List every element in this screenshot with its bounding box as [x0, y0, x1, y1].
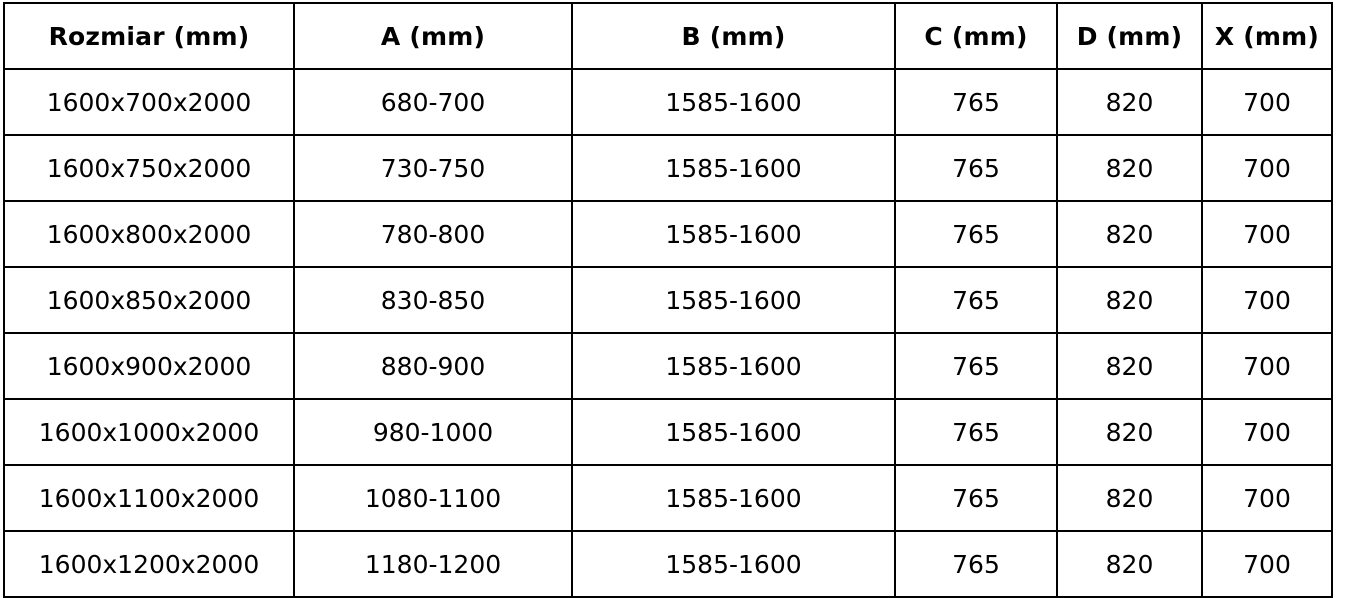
cell-c: 765	[894, 464, 1058, 532]
cell-d: 820	[1056, 332, 1203, 400]
cell-d: 820	[1056, 530, 1203, 598]
cell-x: 700	[1201, 332, 1333, 400]
cell-size: 1600x1000x2000	[3, 398, 295, 466]
cell-size: 1600x1100x2000	[3, 464, 295, 532]
cell-b: 1585-1600	[571, 68, 896, 136]
cell-size: 1600x750x2000	[3, 134, 295, 202]
column-header-a: A (mm)	[293, 2, 573, 70]
cell-a: 980-1000	[293, 398, 573, 466]
cell-c: 765	[894, 398, 1058, 466]
table-row: 1600x850x2000 830-850 1585-1600 765 820 …	[3, 266, 1333, 334]
cell-c: 765	[894, 200, 1058, 268]
cell-d: 820	[1056, 68, 1203, 136]
cell-a: 730-750	[293, 134, 573, 202]
cell-b: 1585-1600	[571, 134, 896, 202]
cell-b: 1585-1600	[571, 200, 896, 268]
table-row: 1600x1100x2000 1080-1100 1585-1600 765 8…	[3, 464, 1333, 532]
cell-size: 1600x700x2000	[3, 68, 295, 136]
table-row: 1600x750x2000 730-750 1585-1600 765 820 …	[3, 134, 1333, 202]
cell-b: 1585-1600	[571, 530, 896, 598]
cell-size: 1600x850x2000	[3, 266, 295, 334]
table-body: 1600x700x2000 680-700 1585-1600 765 820 …	[3, 68, 1333, 598]
cell-x: 700	[1201, 266, 1333, 334]
cell-x: 700	[1201, 200, 1333, 268]
cell-d: 820	[1056, 464, 1203, 532]
table-header-row: Rozmiar (mm) A (mm) B (mm) C (mm) D (mm)…	[3, 2, 1333, 70]
table-row: 1600x1200x2000 1180-1200 1585-1600 765 8…	[3, 530, 1333, 598]
cell-d: 820	[1056, 398, 1203, 466]
cell-b: 1585-1600	[571, 266, 896, 334]
column-header-size: Rozmiar (mm)	[3, 2, 295, 70]
cell-b: 1585-1600	[571, 332, 896, 400]
cell-x: 700	[1201, 398, 1333, 466]
cell-a: 1180-1200	[293, 530, 573, 598]
cell-a: 1080-1100	[293, 464, 573, 532]
column-header-d: D (mm)	[1056, 2, 1203, 70]
table-row: 1600x1000x2000 980-1000 1585-1600 765 82…	[3, 398, 1333, 466]
cell-c: 765	[894, 134, 1058, 202]
cell-d: 820	[1056, 134, 1203, 202]
cell-x: 700	[1201, 530, 1333, 598]
cell-size: 1600x800x2000	[3, 200, 295, 268]
cell-c: 765	[894, 68, 1058, 136]
cell-x: 700	[1201, 68, 1333, 136]
cell-c: 765	[894, 266, 1058, 334]
cell-x: 700	[1201, 464, 1333, 532]
cell-a: 680-700	[293, 68, 573, 136]
cell-a: 830-850	[293, 266, 573, 334]
cell-d: 820	[1056, 200, 1203, 268]
table-header: Rozmiar (mm) A (mm) B (mm) C (mm) D (mm)…	[3, 2, 1333, 70]
column-header-x: X (mm)	[1201, 2, 1333, 70]
cell-a: 880-900	[293, 332, 573, 400]
cell-x: 700	[1201, 134, 1333, 202]
table-row: 1600x800x2000 780-800 1585-1600 765 820 …	[3, 200, 1333, 268]
cell-b: 1585-1600	[571, 398, 896, 466]
column-header-c: C (mm)	[894, 2, 1058, 70]
cell-size: 1600x900x2000	[3, 332, 295, 400]
column-header-b: B (mm)	[571, 2, 896, 70]
cell-d: 820	[1056, 266, 1203, 334]
table-row: 1600x900x2000 880-900 1585-1600 765 820 …	[3, 332, 1333, 400]
specification-table: Rozmiar (mm) A (mm) B (mm) C (mm) D (mm)…	[3, 2, 1333, 598]
table-row: 1600x700x2000 680-700 1585-1600 765 820 …	[3, 68, 1333, 136]
cell-c: 765	[894, 530, 1058, 598]
cell-size: 1600x1200x2000	[3, 530, 295, 598]
cell-c: 765	[894, 332, 1058, 400]
cell-a: 780-800	[293, 200, 573, 268]
cell-b: 1585-1600	[571, 464, 896, 532]
